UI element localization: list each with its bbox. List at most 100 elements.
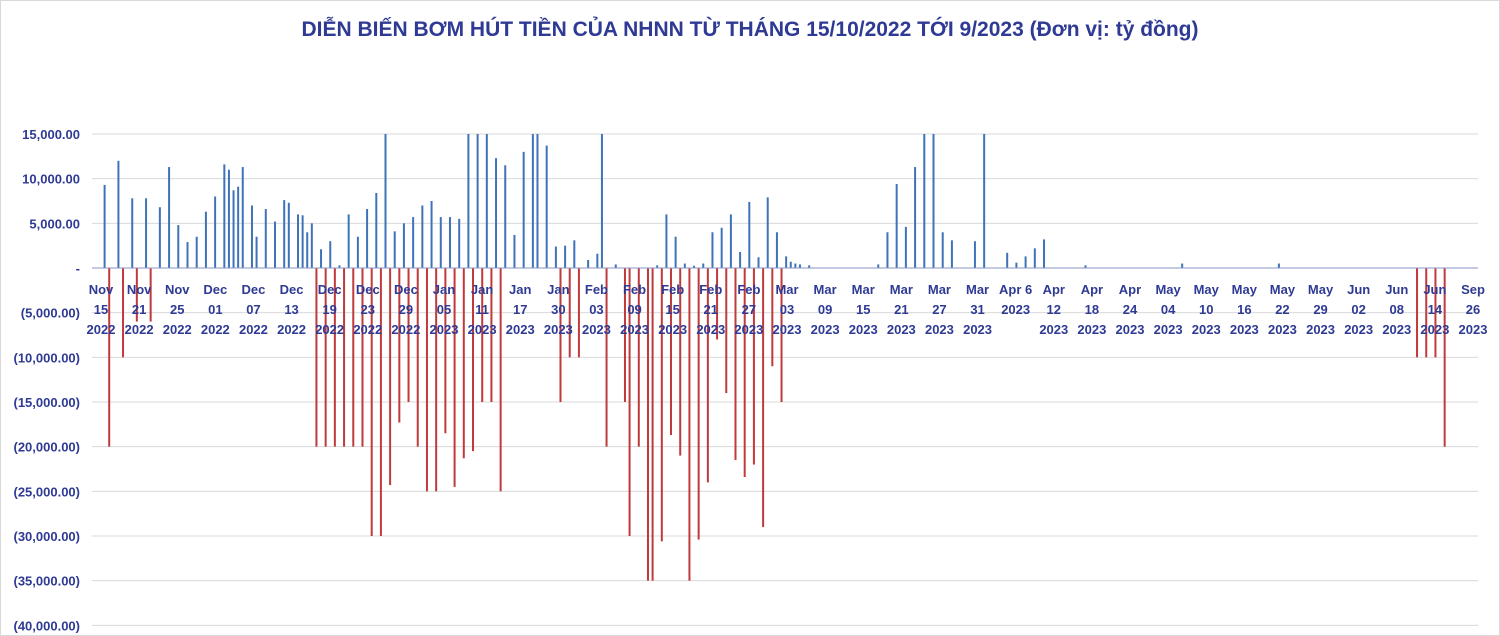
- x-tick-label: Sep: [1461, 282, 1485, 297]
- bar: [329, 241, 332, 268]
- y-tick-label: 10,000.00: [22, 172, 80, 187]
- x-tick-label: 30: [551, 302, 565, 317]
- x-tick-label: 21: [894, 302, 908, 317]
- x-tick-label: Jan: [547, 282, 569, 297]
- x-tick-label: 2023: [1001, 302, 1030, 317]
- bar: [158, 207, 161, 268]
- x-tick-label: 2023: [430, 322, 459, 337]
- bar: [366, 209, 369, 268]
- bar: [444, 268, 447, 434]
- x-tick-label: 10: [1199, 302, 1213, 317]
- x-tick-label: 2023: [734, 322, 763, 337]
- bar: [886, 232, 889, 268]
- bar: [135, 268, 138, 322]
- x-tick-label: 2023: [811, 322, 840, 337]
- bar: [122, 268, 125, 358]
- bar: [1024, 256, 1027, 268]
- x-tick-label: Mar: [966, 282, 989, 297]
- x-tick-label: 2022: [315, 322, 344, 337]
- bar: [950, 240, 953, 268]
- x-tick-label: 2023: [1420, 322, 1449, 337]
- x-tick-label: 05: [437, 302, 451, 317]
- x-tick-label: 2023: [887, 322, 916, 337]
- bar: [877, 264, 880, 268]
- x-tick-label: Jan: [433, 282, 455, 297]
- x-tick-label: 2023: [1382, 322, 1411, 337]
- x-tick-label: Jan: [509, 282, 531, 297]
- bar: [743, 268, 746, 478]
- x-tick-label: May: [1270, 282, 1296, 297]
- bar: [983, 134, 986, 268]
- bar: [310, 223, 313, 268]
- x-tick-label: 11: [475, 302, 489, 317]
- bar: [472, 268, 475, 452]
- x-tick-label: 2022: [277, 322, 306, 337]
- y-tick-label: (15,000.00): [14, 395, 81, 410]
- bar: [384, 134, 387, 268]
- x-tick-label: Feb: [699, 282, 722, 297]
- bar: [725, 268, 728, 394]
- bar: [1043, 239, 1046, 268]
- bar: [439, 217, 442, 268]
- x-tick-label: 2023: [544, 322, 573, 337]
- x-tick-label: 21: [704, 302, 718, 317]
- bar: [448, 217, 451, 268]
- x-tick-label: 24: [1123, 302, 1138, 317]
- bar: [706, 268, 709, 483]
- bar: [306, 232, 309, 268]
- bar: [757, 257, 760, 268]
- bar: [665, 214, 668, 268]
- bar: [481, 268, 484, 402]
- bar: [711, 232, 714, 268]
- bar: [545, 145, 548, 268]
- x-tick-label: 2023: [849, 322, 878, 337]
- x-tick-label: 2023: [1230, 322, 1259, 337]
- bar: [1416, 268, 1419, 358]
- bar: [660, 268, 663, 542]
- x-tick-label: May: [1232, 282, 1258, 297]
- bar: [895, 184, 898, 268]
- x-tick-label: 2023: [620, 322, 649, 337]
- x-tick-label: 01: [208, 302, 222, 317]
- x-tick-label: 2023: [1306, 322, 1335, 337]
- bar: [412, 217, 415, 268]
- bar: [522, 151, 525, 268]
- y-tick-label: -: [76, 261, 80, 276]
- bar: [646, 268, 649, 581]
- chart-title: DIỄN BIẾN BƠM HÚT TIỀN CỦA NHNN TỪ THÁNG…: [301, 18, 1199, 41]
- x-tick-label: 2023: [1077, 322, 1106, 337]
- bar: [702, 263, 705, 268]
- bar: [186, 242, 189, 268]
- y-tick-label: 15,000.00: [22, 127, 80, 142]
- y-tick-label: 5,000.00: [29, 216, 80, 231]
- bar: [766, 197, 769, 268]
- bar: [670, 268, 673, 436]
- bar: [131, 198, 134, 268]
- bar: [356, 236, 359, 268]
- bar: [250, 205, 253, 268]
- x-tick-label: May: [1308, 282, 1334, 297]
- bar: [923, 134, 926, 268]
- x-tick-label: 2023: [506, 322, 535, 337]
- bar: [462, 268, 465, 459]
- bar: [370, 268, 373, 536]
- x-tick-label: 2022: [353, 322, 382, 337]
- bar: [734, 268, 737, 461]
- x-tick-label: Dec: [356, 282, 380, 297]
- bar: [425, 268, 428, 492]
- bar: [255, 236, 258, 268]
- bar: [697, 268, 700, 540]
- x-tick-label: 27: [932, 302, 946, 317]
- x-tick-label: 31: [970, 302, 984, 317]
- bar: [808, 265, 811, 268]
- x-tick-label: Feb: [585, 282, 608, 297]
- bar: [315, 268, 318, 447]
- x-tick-label: Apr: [1043, 282, 1065, 297]
- x-tick-label: 19: [322, 302, 336, 317]
- bar: [771, 268, 774, 367]
- bar: [656, 265, 659, 268]
- x-tick-label: May: [1194, 282, 1220, 297]
- x-tick-label: 2023: [1268, 322, 1297, 337]
- x-tick-label: 07: [246, 302, 260, 317]
- x-tick-label: Apr: [1081, 282, 1103, 297]
